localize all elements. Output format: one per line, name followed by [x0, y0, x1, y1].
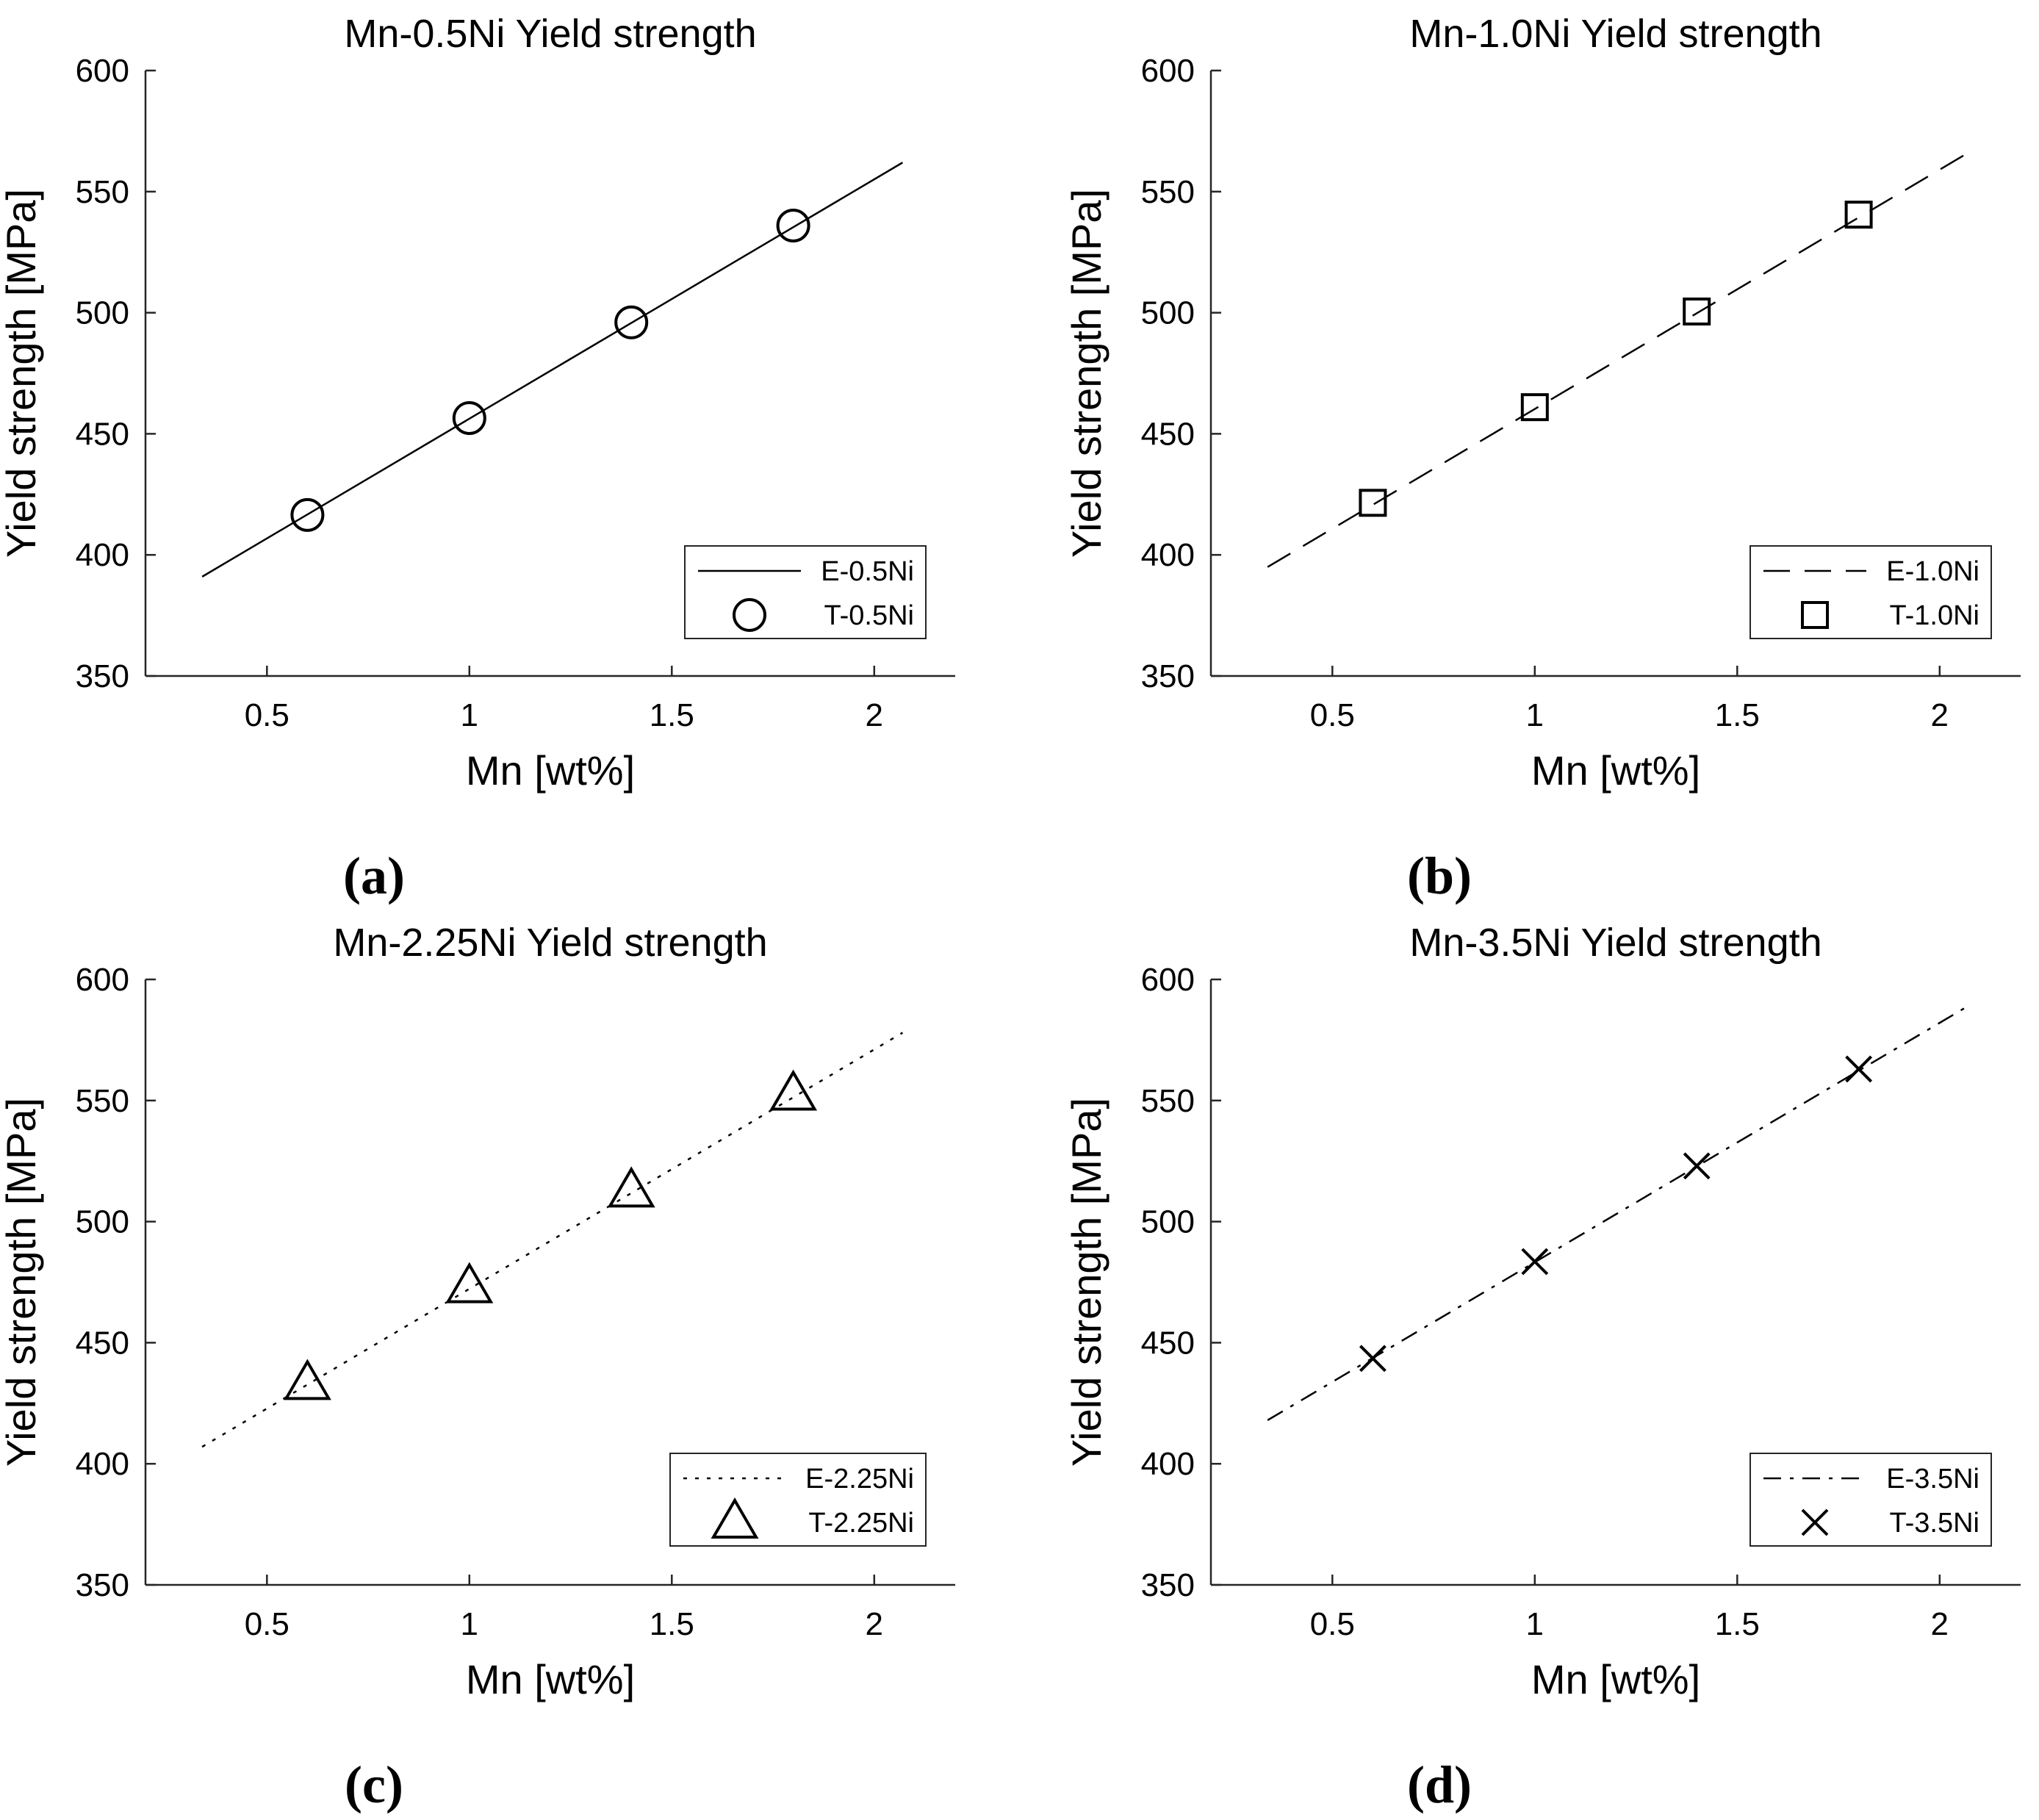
legend-label: T-2.25Ni [808, 1508, 914, 1539]
x-tick-label: 0.5 [245, 697, 290, 733]
chart-panel-b: 350 400 450 500 550 600 0.5 1 1.5 2 Mn-1.0Ni Yield… [1063, 12, 2021, 905]
legend-label: E-2.25Ni [805, 1464, 914, 1495]
chart-panel-c: 350 400 450 500 550 600 0.5 1 1.5 2 Mn-2.25Ni Yiel… [0, 921, 955, 1814]
y-axis-label: Yield strength [MPa] [0, 189, 44, 558]
panel-label: (a) [343, 846, 405, 905]
data-point-triangle [283, 1359, 331, 1400]
x-tick-label: 0.5 [245, 1606, 290, 1642]
data-point-square [1520, 393, 1549, 422]
panel-label: (c) [345, 1755, 403, 1814]
legend: E-3.5Ni T-3.5Ni [1749, 1453, 1992, 1547]
x-tick-label: 1.5 [650, 697, 694, 733]
y-tick-label: 550 [76, 174, 129, 210]
y-tick-label: 500 [1141, 295, 1195, 331]
y-axis-label: Yield strength [MPa] [0, 1098, 44, 1467]
legend-box [1749, 1453, 1992, 1547]
data-point-triangle [769, 1069, 818, 1111]
y-tick-label: 550 [1141, 174, 1195, 210]
x-axis-label: Mn [wt%] [466, 747, 635, 794]
x-axis-label: Mn [wt%] [1531, 1656, 1700, 1702]
data-point-square [1359, 489, 1387, 517]
legend-label: T-3.5Ni [1890, 1508, 1979, 1539]
legend: E-2.25Ni T-2.25Ni [669, 1453, 927, 1547]
x-tick-label: 1.5 [650, 1606, 694, 1642]
y-tick-label: 600 [1141, 962, 1195, 998]
legend: E-1.0Ni T-1.0Ni [1749, 545, 1992, 639]
chart-title: Mn-3.5Ni Yield strength [1409, 921, 1822, 965]
y-tick-label: 500 [76, 295, 129, 331]
legend-label: E-0.5Ni [821, 556, 914, 587]
y-axis-label: Yield strength [MPa] [1063, 1098, 1110, 1467]
data-point-triangle [607, 1166, 655, 1208]
y-tick-label: 350 [76, 658, 129, 694]
data-point-triangle [445, 1262, 494, 1303]
legend-label: T-0.5Ni [824, 600, 914, 631]
y-tick-label: 550 [76, 1083, 129, 1119]
chart-title: Mn-1.0Ni Yield strength [1409, 12, 1822, 56]
x-tick-label: 2 [866, 697, 883, 733]
data-point-cross [1359, 1345, 1387, 1373]
panel-label: (d) [1407, 1755, 1472, 1814]
x-tick-label: 2 [1931, 697, 1949, 733]
x-tick-label: 1 [1526, 1606, 1544, 1642]
y-tick-label: 450 [76, 1325, 129, 1361]
x-tick-label: 2 [866, 1606, 883, 1642]
y-tick-label: 350 [1141, 1567, 1195, 1603]
x-tick-label: 0.5 [1310, 1606, 1355, 1642]
y-tick-label: 400 [76, 537, 129, 573]
legend-box [669, 1453, 927, 1547]
legend-box [1749, 545, 1992, 639]
data-point-square [1844, 201, 1873, 229]
legend-marker-square [1801, 601, 1829, 629]
legend-box [684, 545, 927, 639]
panel-label: (b) [1407, 846, 1472, 905]
legend-label: E-3.5Ni [1886, 1464, 1979, 1495]
data-point-square [1683, 297, 1711, 325]
y-tick-label: 600 [76, 53, 129, 89]
data-point-circle [614, 305, 649, 339]
y-tick-label: 550 [1141, 1083, 1195, 1119]
x-tick-label: 2 [1931, 1606, 1949, 1642]
x-tick-label: 0.5 [1310, 697, 1355, 733]
chart-panel-d: 350 400 450 500 550 600 0.5 1 1.5 2 Mn-3.5Ni Yield… [1063, 921, 2021, 1814]
y-tick-label: 400 [76, 1446, 129, 1482]
legend-marker-triangle [711, 1497, 759, 1539]
y-tick-label: 500 [76, 1204, 129, 1240]
legend-marker-cross [1801, 1508, 1829, 1536]
y-tick-label: 600 [1141, 53, 1195, 89]
data-point-cross [1683, 1152, 1711, 1180]
y-tick-label: 400 [1141, 537, 1195, 573]
x-tick-label: 1 [1526, 697, 1544, 733]
x-tick-label: 1.5 [1715, 697, 1760, 733]
y-tick-label: 450 [1141, 416, 1195, 452]
x-tick-label: 1 [461, 697, 478, 733]
y-tick-label: 350 [76, 1567, 129, 1603]
y-tick-label: 450 [76, 416, 129, 452]
x-axis-label: Mn [wt%] [1531, 747, 1700, 794]
chart-panel-a: 350 400 450 500 550 600 0.5 1 1.5 2 Mn-0.5Ni Yield… [0, 12, 955, 905]
data-point-cross [1845, 1055, 1873, 1083]
legend: E-0.5Ni T-0.5Ni [684, 545, 927, 639]
x-tick-label: 1 [461, 1606, 478, 1642]
chart-title: Mn-2.25Ni Yield strength [333, 921, 767, 965]
legend-marker-circle [733, 598, 766, 632]
y-tick-label: 400 [1141, 1446, 1195, 1482]
y-tick-label: 350 [1141, 658, 1195, 694]
y-axis-label: Yield strength [MPa] [1063, 189, 1110, 558]
x-tick-label: 1.5 [1715, 1606, 1760, 1642]
data-point-circle [290, 497, 325, 532]
legend-label: E-1.0Ni [1886, 556, 1979, 587]
series-line-e-0.5ni [201, 162, 904, 578]
data-point-cross [1521, 1248, 1549, 1276]
y-tick-label: 450 [1141, 1325, 1195, 1361]
data-point-circle [776, 208, 810, 242]
y-tick-label: 600 [76, 962, 129, 998]
chart-title: Mn-0.5Ni Yield strength [344, 12, 756, 56]
x-axis-label: Mn [wt%] [466, 1656, 635, 1702]
y-tick-label: 500 [1141, 1204, 1195, 1240]
legend-label: T-1.0Ni [1890, 600, 1979, 631]
data-point-circle [452, 400, 486, 435]
